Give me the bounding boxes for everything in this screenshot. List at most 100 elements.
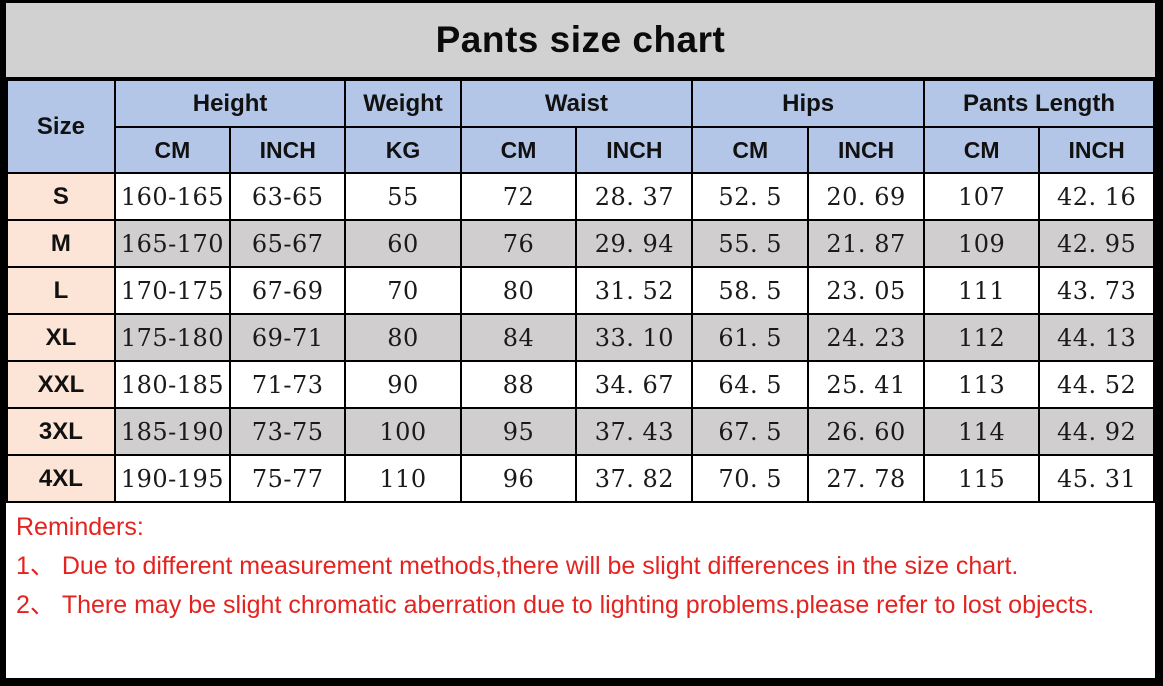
weight-kg-header: KG [344, 126, 462, 174]
data-cell: 75-77 [229, 454, 347, 503]
data-cell: 61. 5 [691, 313, 810, 362]
data-cell: 111 [922, 266, 1041, 315]
data-cell: 71-73 [229, 360, 347, 409]
data-cell: 33. 10 [575, 313, 694, 362]
data-cell: 69-71 [229, 313, 347, 362]
data-cell: 100 [344, 407, 462, 456]
data-cell: 28. 37 [575, 172, 694, 221]
pants-length-inch-header: INCH [1038, 126, 1155, 174]
table-row-l: L 170-175 67-69 70 80 31. 52 58. 5 23. 0… [6, 266, 1155, 315]
data-cell: 31. 52 [575, 266, 694, 315]
data-cell: 76 [459, 219, 578, 268]
data-cell: 42. 95 [1038, 219, 1155, 268]
weight-group-header: Weight [344, 79, 462, 128]
hips-group-header: Hips [691, 79, 925, 128]
data-cell: 90 [344, 360, 462, 409]
data-cell: 112 [922, 313, 1041, 362]
table-row-m: M 165-170 65-67 60 76 29. 94 55. 5 21. 8… [6, 219, 1155, 268]
data-cell: 107 [922, 172, 1041, 221]
pants-length-cm-header: CM [922, 126, 1041, 174]
size-cell: S [6, 172, 116, 221]
table-row-s: S 160-165 63-65 55 72 28. 37 52. 5 20. 6… [6, 172, 1155, 221]
height-cm-header: CM [113, 126, 232, 174]
reminder-item-1: 1、 Due to different measurement methods,… [16, 552, 1019, 580]
hips-inch-header: INCH [807, 126, 925, 174]
group-header-row: Size Height Weight Waist Hips Pants Leng… [6, 79, 1156, 174]
data-cell: 84 [459, 313, 578, 362]
data-cell: 65-67 [229, 219, 347, 268]
hips-cm-header: CM [691, 126, 810, 174]
data-cell: 44. 52 [1038, 360, 1155, 409]
data-cell: 42. 16 [1038, 172, 1155, 221]
reminders-section: Reminders: 1、 Due to different measureme… [6, 503, 1155, 678]
data-cell: 25. 41 [807, 360, 925, 409]
size-cell: XL [6, 313, 116, 362]
data-cell: 73-75 [229, 407, 347, 456]
data-cell: 113 [922, 360, 1041, 409]
reminder-item-2: 2、 There may be slight chromatic aberrat… [16, 591, 1095, 619]
data-cell: 110 [344, 454, 462, 503]
page-title: Pants size chart [6, 3, 1155, 79]
table-row-3xl: 3XL 185-190 73-75 100 95 37. 43 67. 5 26… [6, 407, 1155, 456]
data-cell: 55 [344, 172, 462, 221]
data-cell: 70 [344, 266, 462, 315]
data-cell: 27. 78 [807, 454, 925, 503]
data-cell: 60 [344, 219, 462, 268]
size-cell: XXL [6, 360, 116, 409]
data-cell: 175-180 [113, 313, 232, 362]
data-cell: 55. 5 [691, 219, 810, 268]
data-cell: 88 [459, 360, 578, 409]
data-cell: 58. 5 [691, 266, 810, 315]
data-cell: 44. 92 [1038, 407, 1155, 456]
waist-inch-header: INCH [575, 126, 694, 174]
data-cell: 21. 87 [807, 219, 925, 268]
size-cell: 4XL [6, 454, 116, 503]
data-cell: 23. 05 [807, 266, 925, 315]
size-column-header: Size [6, 79, 116, 174]
height-group-header: Height [113, 79, 347, 128]
size-cell: M [6, 219, 116, 268]
data-cell: 29. 94 [575, 219, 694, 268]
data-cell: 64. 5 [691, 360, 810, 409]
data-cell: 109 [922, 219, 1041, 268]
data-cell: 37. 43 [575, 407, 694, 456]
data-cell: 26. 60 [807, 407, 925, 456]
size-cell: L [6, 266, 116, 315]
data-cell: 63-65 [229, 172, 347, 221]
data-cell: 80 [459, 266, 578, 315]
table-row-xl: XL 175-180 69-71 80 84 33. 10 61. 5 24. … [6, 313, 1155, 362]
data-cell: 43. 73 [1038, 266, 1155, 315]
size-cell: 3XL [6, 407, 116, 456]
data-cell: 44. 13 [1038, 313, 1155, 362]
table-row-4xl: 4XL 190-195 75-77 110 96 37. 82 70. 5 27… [6, 454, 1155, 503]
reminders-heading: Reminders: [16, 513, 144, 541]
data-cell: 67. 5 [691, 407, 810, 456]
data-cell: 180-185 [113, 360, 232, 409]
data-cell: 114 [922, 407, 1041, 456]
data-cell: 67-69 [229, 266, 347, 315]
data-cell: 24. 23 [807, 313, 925, 362]
data-cell: 160-165 [113, 172, 232, 221]
data-cell: 80 [344, 313, 462, 362]
data-cell: 45. 31 [1038, 454, 1155, 503]
data-cell: 165-170 [113, 219, 232, 268]
data-cell: 170-175 [113, 266, 232, 315]
data-cell: 34. 67 [575, 360, 694, 409]
data-cell: 37. 82 [575, 454, 694, 503]
data-cell: 115 [922, 454, 1041, 503]
waist-group-header: Waist [459, 79, 694, 128]
pants-length-group-header: Pants Length [922, 79, 1156, 128]
data-cell: 95 [459, 407, 578, 456]
data-cell: 185-190 [113, 407, 232, 456]
data-cell: 52. 5 [691, 172, 810, 221]
height-inch-header: INCH [229, 126, 347, 174]
table-row-xxl: XXL 180-185 71-73 90 88 34. 67 64. 5 25.… [6, 360, 1155, 409]
waist-cm-header: CM [459, 126, 578, 174]
data-cell: 96 [459, 454, 578, 503]
data-cell: 20. 69 [807, 172, 925, 221]
data-cell: 190-195 [113, 454, 232, 503]
data-cell: 72 [459, 172, 578, 221]
unit-header-row: CM INCH KG CM INCH CM INCH CM INCH [7, 126, 1155, 174]
data-cell: 70. 5 [691, 454, 810, 503]
